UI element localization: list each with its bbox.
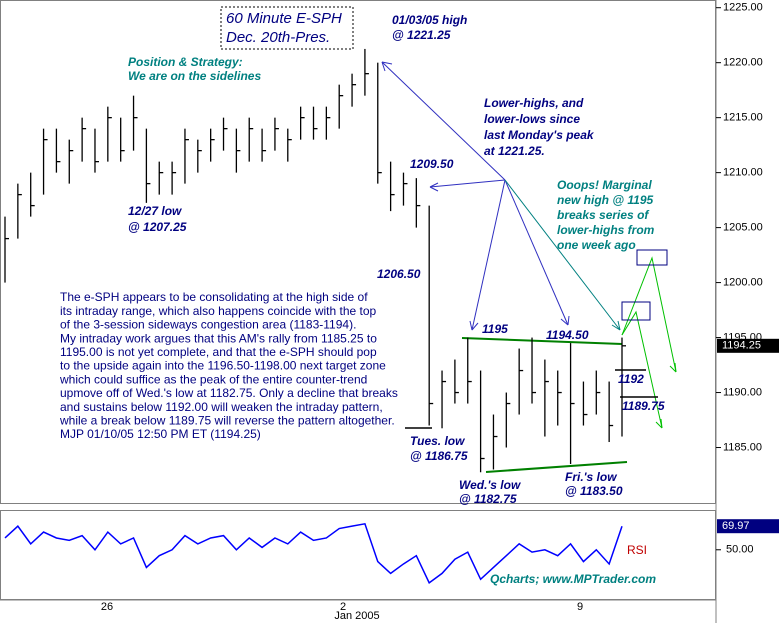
annotation: one week ago: [557, 238, 636, 252]
commentary: The e-SPH appears to be consolidating at…: [60, 290, 368, 304]
y-tick-label: 1190.00: [723, 386, 762, 398]
commentary: its intraday range, which also happens c…: [60, 304, 377, 318]
y-tick-label: 1200.00: [723, 276, 763, 288]
annotation: Wed.'s low: [459, 478, 521, 492]
annotation: Fri.'s low: [565, 470, 617, 484]
annotation: @ 1182.75: [459, 492, 517, 506]
annotation: We are on the sidelines: [128, 69, 261, 83]
commentary: 1195.00 is not yet complete, and that th…: [60, 345, 377, 359]
annotation: Ooops! Marginal: [557, 178, 652, 192]
annotation: lower-highs from: [557, 223, 655, 237]
commentary: to the upside again into the 1196.50-119…: [60, 359, 386, 373]
annotation: @ 1221.25: [392, 28, 451, 42]
annotation: @ 1186.75: [410, 449, 468, 463]
annotation: Lower-highs, and: [484, 96, 584, 110]
annotation: 1206.50: [377, 267, 421, 281]
annotation: 1195: [482, 322, 508, 336]
chart-title: 60 Minute E-SPH: [226, 10, 342, 27]
title-box: [220, 6, 354, 50]
annotation: last Monday's peak: [484, 128, 595, 142]
rsi-name: RSI: [627, 543, 647, 557]
annotation: @ 1183.50: [565, 484, 623, 498]
annotation: 12/27 low: [128, 204, 182, 218]
annotation: new high @ 1195: [557, 193, 653, 207]
target-box: [621, 301, 651, 321]
commentary: and sustains below 1192.00 will weaken t…: [60, 400, 383, 414]
annotation: 1209.50: [410, 157, 454, 171]
channel: [461, 337, 628, 473]
last-price-box: [717, 338, 779, 353]
level-lines: [405, 369, 658, 429]
annotation: 01/03/05 high: [392, 13, 467, 27]
rsi-line: [4, 522, 623, 584]
commentary: of the 3-session sideways congestion are…: [60, 318, 356, 332]
annotation: 1194.50: [546, 328, 589, 342]
chart-title: Dec. 20th-Pres.: [226, 29, 330, 46]
y-tick-label: 1220.00: [723, 57, 763, 69]
target-box: [636, 249, 668, 266]
rsi-last-box: [717, 519, 779, 534]
commentary: My intraday work argues that this AM's r…: [60, 331, 377, 345]
y-tick-label: 1210.00: [723, 167, 763, 179]
arrows: [381, 61, 570, 331]
y-tick-label: 1225.00: [723, 2, 763, 14]
y-tick-label: 1185.00: [723, 441, 762, 453]
rsi-tick-label: 50.00: [726, 544, 754, 556]
projection: [621, 256, 677, 429]
y-tick-label: 1215.00: [723, 112, 763, 124]
annotation: 1192: [618, 372, 644, 386]
annotation: breaks series of: [557, 208, 649, 222]
commentary: upmove off of Wed.'s low at 1182.75. Onl…: [60, 386, 398, 400]
annotation: @ 1207.25: [128, 220, 187, 234]
annotation: Position & Strategy:: [128, 55, 243, 69]
commentary: which could suffice as the peak of the e…: [59, 372, 367, 386]
annotation: 1189.75: [622, 399, 665, 413]
annotation: Tues. low: [410, 434, 465, 448]
y-tick-label: 1205.00: [723, 222, 763, 234]
rsi-last: 69.97: [722, 520, 750, 532]
x-tick-label: Jan 2005: [334, 610, 379, 622]
x-tick-label: 2: [340, 601, 346, 613]
x-tick-label: 26: [101, 601, 113, 613]
commentary: MJP 01/10/05 12:50 PM ET (1194.25): [60, 427, 261, 441]
x-tick-label: 9: [577, 601, 583, 613]
annotation: at 1221.25.: [484, 144, 545, 158]
annotation: Qcharts; www.MPTrader.com: [490, 572, 656, 586]
last-price: 1194.25: [722, 340, 761, 352]
commentary: while a break below 1189.75 will reverse…: [59, 413, 395, 427]
annotation: lower-lows since: [484, 112, 580, 126]
teal-arrow: [504, 179, 621, 331]
